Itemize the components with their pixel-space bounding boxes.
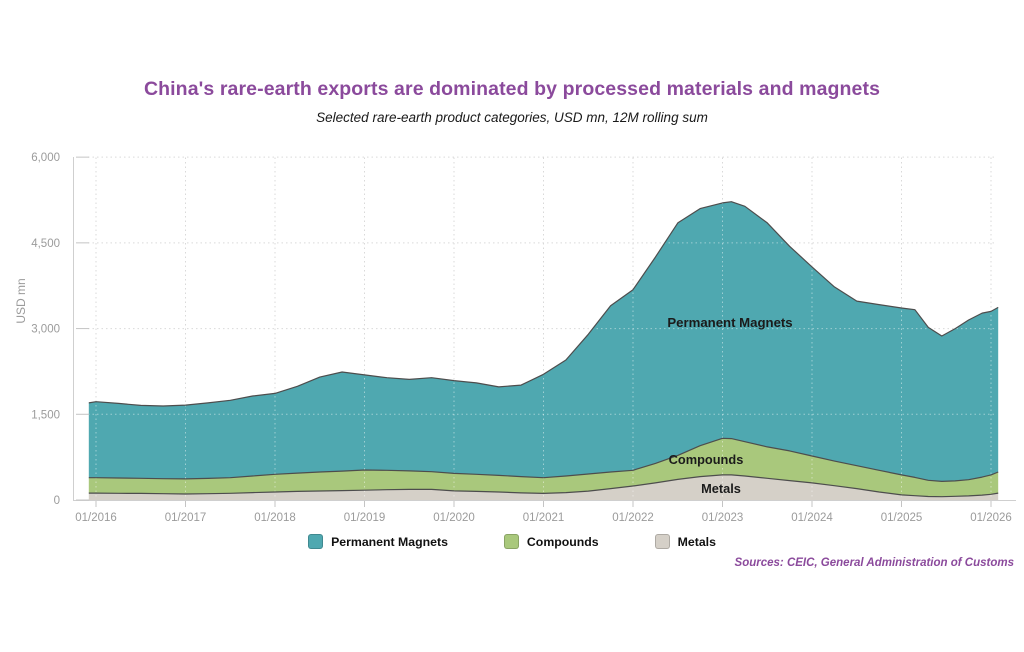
y-tick-label: 1,500 xyxy=(31,409,60,421)
sources: Sources: CEIC, General Administration of… xyxy=(734,557,1014,569)
x-tick-label: 01/2022 xyxy=(612,512,654,524)
area-label-compounds: Compounds xyxy=(669,452,744,467)
area-series xyxy=(88,201,999,500)
y-tick-label: 4,500 xyxy=(31,238,60,250)
x-tick-label: 01/2019 xyxy=(344,512,386,524)
legend-label: Compounds xyxy=(526,534,599,549)
y-tick-label: 6,000 xyxy=(31,152,60,164)
x-tick-label: 01/2018 xyxy=(254,512,296,524)
chart-subtitle: Selected rare-earth product categories, … xyxy=(316,110,708,125)
x-tick-label: 01/2026 xyxy=(970,512,1012,524)
x-tick-label: 01/2016 xyxy=(75,512,117,524)
x-tick-label: 01/2021 xyxy=(523,512,565,524)
series-outlines xyxy=(88,201,999,498)
legend-item-permanent-magnets[interactable]: Permanent Magnets xyxy=(308,534,448,549)
legend-item-metals[interactable]: Metals xyxy=(654,534,716,549)
legend-item-compounds[interactable]: Compounds xyxy=(503,534,599,549)
legend-label: Metals xyxy=(677,534,716,549)
x-tick-label: 01/2020 xyxy=(433,512,475,524)
legend-swatch-metals xyxy=(654,534,670,549)
legend-swatch-compounds xyxy=(503,534,519,549)
x-tick-label: 01/2023 xyxy=(702,512,744,524)
legend-label: Permanent Magnets xyxy=(331,534,448,549)
x-tick-label: 01/2017 xyxy=(165,512,207,524)
chart-title: China's rare-earth exports are dominated… xyxy=(143,78,881,100)
x-tick-label: 01/2025 xyxy=(881,512,923,524)
tick-labels: 0 1,500 3,000 4,500 6,000 01/2016 01/2017 01/20… xyxy=(31,152,1012,524)
axes xyxy=(73,156,1016,507)
x-tick-label: 01/2024 xyxy=(791,512,833,524)
y-tick-label: 3,000 xyxy=(31,324,60,336)
area-label-metals: Metals xyxy=(701,481,741,496)
y-tick-label: 0 xyxy=(54,495,60,507)
legend-swatch-permanent-magnets xyxy=(308,534,324,549)
legend: Permanent Magnets Compounds Metals xyxy=(0,534,1024,549)
area-label-permanent-magnets: Permanent Magnets xyxy=(667,315,792,330)
